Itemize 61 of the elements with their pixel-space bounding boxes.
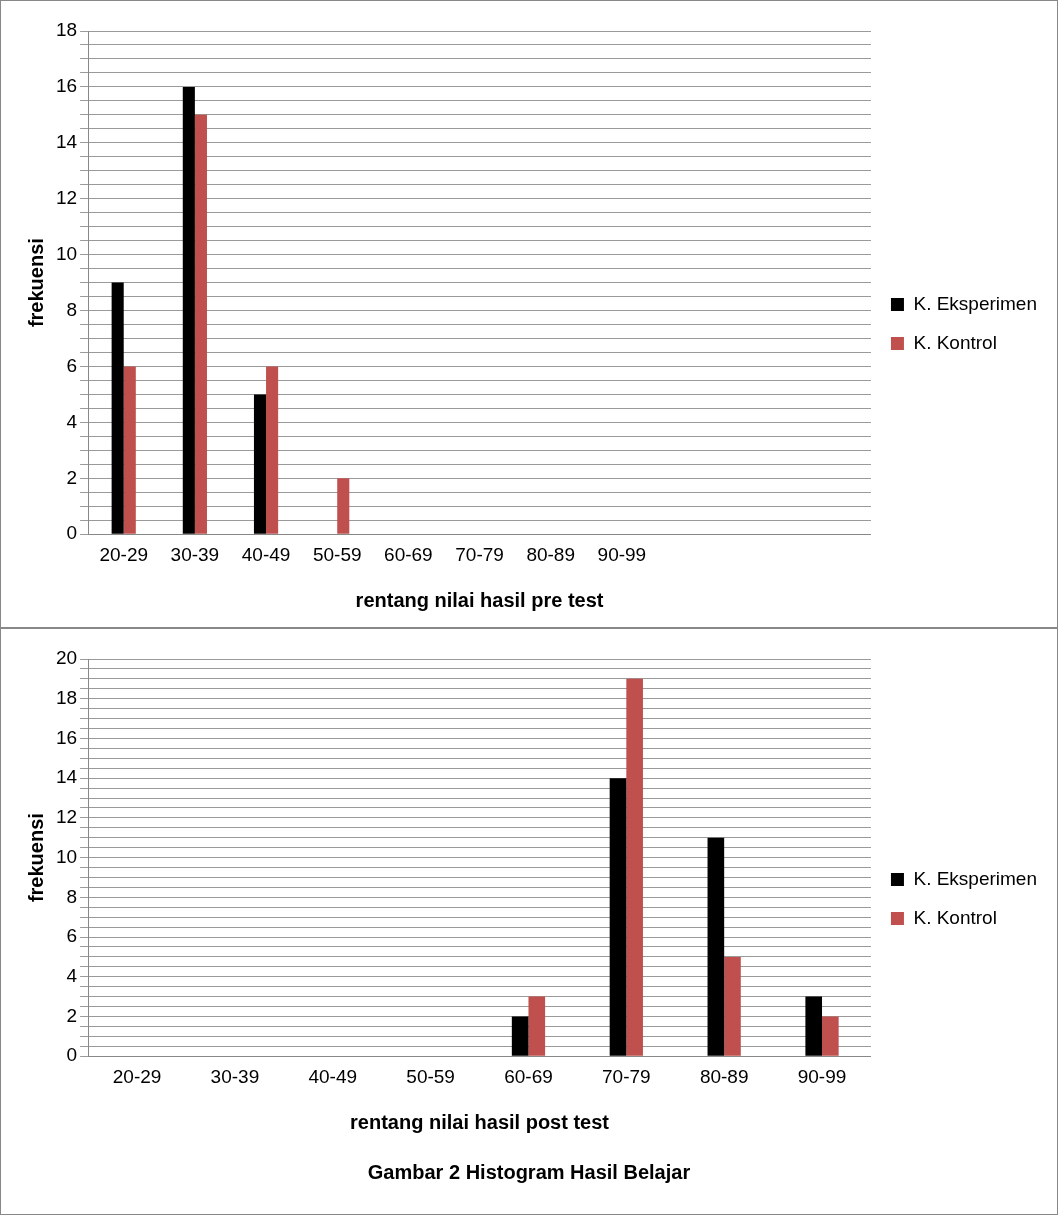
x-tick-label: 70-79 bbox=[455, 543, 504, 565]
text: Gambar 2 Histogram Hasil Belajar bbox=[366, 1160, 692, 1185]
y-tick-label: 4 bbox=[66, 410, 78, 432]
bar bbox=[266, 366, 279, 534]
legend-label: K. Eksperimen bbox=[913, 292, 1037, 314]
x-tick-label: 70-79 bbox=[602, 1065, 651, 1087]
x-tick-label: 60-69 bbox=[504, 1065, 553, 1087]
y-tick-label: 0 bbox=[66, 1044, 78, 1066]
x-tick-label: 80-89 bbox=[699, 1065, 749, 1087]
x-tick-label: 50-59 bbox=[406, 1065, 455, 1087]
y-tick-label: 8 bbox=[66, 885, 78, 907]
y-axis-title: frekuensi bbox=[24, 813, 47, 903]
bar bbox=[805, 996, 823, 1056]
y-tick-label: 20 bbox=[55, 647, 78, 669]
bar bbox=[337, 478, 350, 534]
x-tick-label: 80-89 bbox=[526, 543, 576, 565]
bar bbox=[111, 282, 124, 534]
bar bbox=[182, 86, 195, 534]
y-tick-label: 10 bbox=[55, 845, 78, 867]
y-tick-label: 6 bbox=[66, 354, 78, 376]
x-tick-label: 50-59 bbox=[312, 543, 362, 565]
bar bbox=[609, 778, 627, 1056]
x-tick-label: 40-49 bbox=[308, 1065, 358, 1087]
legend-label: K. Eksperimen bbox=[913, 867, 1037, 889]
y-tick-label: 4 bbox=[66, 964, 78, 986]
x-tick-label: 30-39 bbox=[170, 543, 220, 565]
bar bbox=[822, 1016, 839, 1056]
legend-label: K. Kontrol bbox=[913, 906, 997, 928]
legend-label: K. Kontrol bbox=[913, 331, 997, 353]
x-tick-label: 30-39 bbox=[210, 1065, 260, 1087]
bar bbox=[253, 394, 267, 534]
x-tick-label: 20-29 bbox=[99, 543, 149, 565]
y-tick-label: 2 bbox=[66, 1004, 78, 1026]
x-tick-label: 90-99 bbox=[797, 1065, 847, 1087]
bar bbox=[194, 114, 207, 534]
x-tick-label: 60-69 bbox=[384, 543, 433, 565]
y-tick-label: 0 bbox=[66, 522, 78, 544]
y-tick-label: 8 bbox=[66, 298, 78, 320]
x-tick-label: 90-99 bbox=[597, 543, 647, 565]
y-tick-label: 14 bbox=[55, 766, 78, 788]
y-tick-label: 16 bbox=[55, 75, 78, 97]
bar bbox=[511, 1016, 529, 1056]
y-tick-label: 18 bbox=[55, 686, 78, 708]
bar bbox=[707, 837, 725, 1056]
y-tick-label: 14 bbox=[55, 131, 78, 153]
y-tick-label: 10 bbox=[55, 242, 78, 264]
bar bbox=[528, 996, 546, 1056]
y-tick-label: 2 bbox=[66, 466, 78, 488]
bar bbox=[123, 366, 136, 534]
x-tick-label: 20-29 bbox=[112, 1065, 162, 1087]
x-axis-title: rentang nilai hasil post test bbox=[350, 1110, 610, 1133]
x-tick-label: 40-49 bbox=[241, 543, 291, 565]
y-tick-label: 6 bbox=[66, 925, 78, 947]
y-axis-title: frekuensi bbox=[24, 238, 47, 328]
bar bbox=[724, 956, 741, 1056]
bar bbox=[626, 678, 643, 1056]
y-tick-label: 16 bbox=[55, 726, 78, 748]
y-tick-label: 18 bbox=[55, 19, 78, 41]
x-axis-title: rentang nilai hasil pre test bbox=[355, 588, 604, 611]
y-tick-label: 12 bbox=[55, 186, 78, 208]
y-tick-label: 12 bbox=[55, 806, 78, 828]
